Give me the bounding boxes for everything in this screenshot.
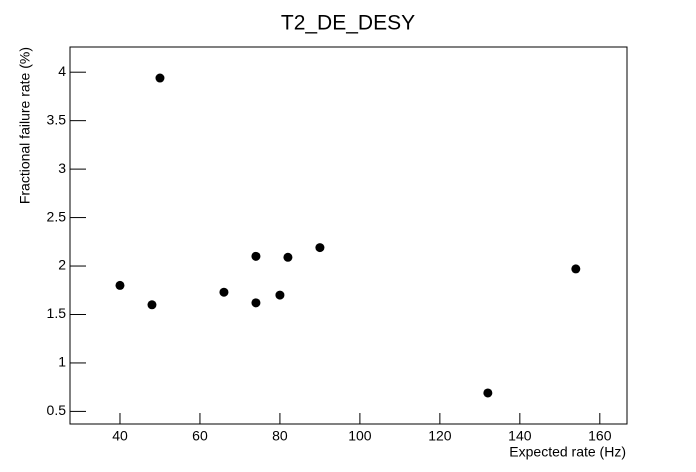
y-tick-label: 2 <box>58 257 66 273</box>
point <box>283 252 293 262</box>
x-tick-label: 80 <box>272 428 288 444</box>
point <box>251 298 261 308</box>
point <box>483 388 493 398</box>
point <box>571 264 581 274</box>
point <box>115 280 125 290</box>
x-tick-label: 120 <box>428 428 452 444</box>
y-tick-label: 2.5 <box>47 208 67 224</box>
y-tick-label: 1 <box>58 354 66 370</box>
y-tick-label: 1.5 <box>47 305 67 321</box>
x-tick-label: 160 <box>588 428 612 444</box>
point <box>155 73 165 83</box>
x-tick-label: 40 <box>112 428 128 444</box>
y-tick-label: 4 <box>58 63 66 79</box>
plot-frame <box>69 46 628 425</box>
point <box>219 287 229 297</box>
point <box>251 251 261 261</box>
x-tick-label: 140 <box>508 428 532 444</box>
chart-title: T2_DE_DESY <box>281 12 415 35</box>
y-tick-label: 0.5 <box>47 402 67 418</box>
point <box>275 290 285 300</box>
x-tick-label: 60 <box>192 428 208 444</box>
x-tick-label: 100 <box>348 428 372 444</box>
point <box>147 300 157 310</box>
y-tick-label: 3.5 <box>47 111 67 127</box>
y-axis-label: Fractional failure rate (%) <box>17 47 33 204</box>
y-tick-label: 3 <box>58 160 66 176</box>
x-axis-label: Expected rate (Hz) <box>509 444 626 460</box>
point <box>315 243 325 253</box>
